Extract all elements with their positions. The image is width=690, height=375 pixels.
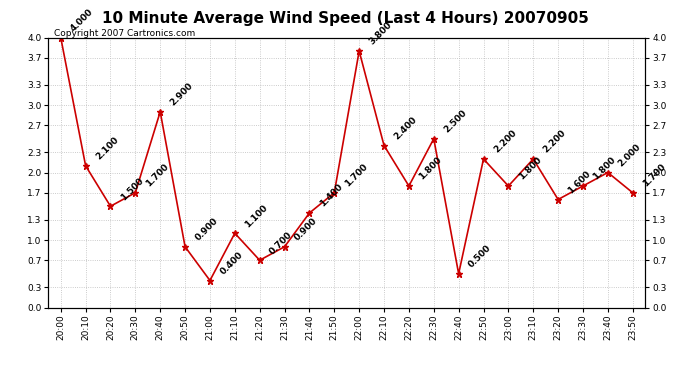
Text: 2.000: 2.000 bbox=[616, 142, 642, 168]
Text: 1.700: 1.700 bbox=[144, 162, 170, 189]
Text: Copyright 2007 Cartronics.com: Copyright 2007 Cartronics.com bbox=[55, 28, 195, 38]
Text: 4.000: 4.000 bbox=[69, 7, 95, 33]
Text: 1.800: 1.800 bbox=[591, 156, 618, 182]
Text: 2.400: 2.400 bbox=[393, 115, 419, 141]
Text: 1.700: 1.700 bbox=[641, 162, 667, 189]
Text: 1.400: 1.400 bbox=[318, 183, 344, 209]
Text: 0.700: 0.700 bbox=[268, 230, 294, 256]
Text: 1.100: 1.100 bbox=[243, 203, 269, 229]
Text: 1.800: 1.800 bbox=[517, 156, 543, 182]
Text: 2.500: 2.500 bbox=[442, 108, 469, 135]
Text: 0.400: 0.400 bbox=[218, 250, 244, 276]
Text: 1.600: 1.600 bbox=[566, 169, 593, 195]
Text: 0.900: 0.900 bbox=[193, 216, 219, 243]
Text: 2.200: 2.200 bbox=[542, 129, 568, 155]
Text: 1.700: 1.700 bbox=[343, 162, 369, 189]
Text: 3.800: 3.800 bbox=[368, 21, 394, 47]
Text: 10 Minute Average Wind Speed (Last 4 Hours) 20070905: 10 Minute Average Wind Speed (Last 4 Hou… bbox=[101, 11, 589, 26]
Text: 0.500: 0.500 bbox=[467, 243, 493, 270]
Text: 0.900: 0.900 bbox=[293, 216, 319, 243]
Text: 1.500: 1.500 bbox=[119, 176, 145, 202]
Text: 2.100: 2.100 bbox=[94, 135, 120, 162]
Text: 1.800: 1.800 bbox=[417, 156, 444, 182]
Text: 2.900: 2.900 bbox=[168, 81, 195, 108]
Text: 2.200: 2.200 bbox=[492, 129, 518, 155]
